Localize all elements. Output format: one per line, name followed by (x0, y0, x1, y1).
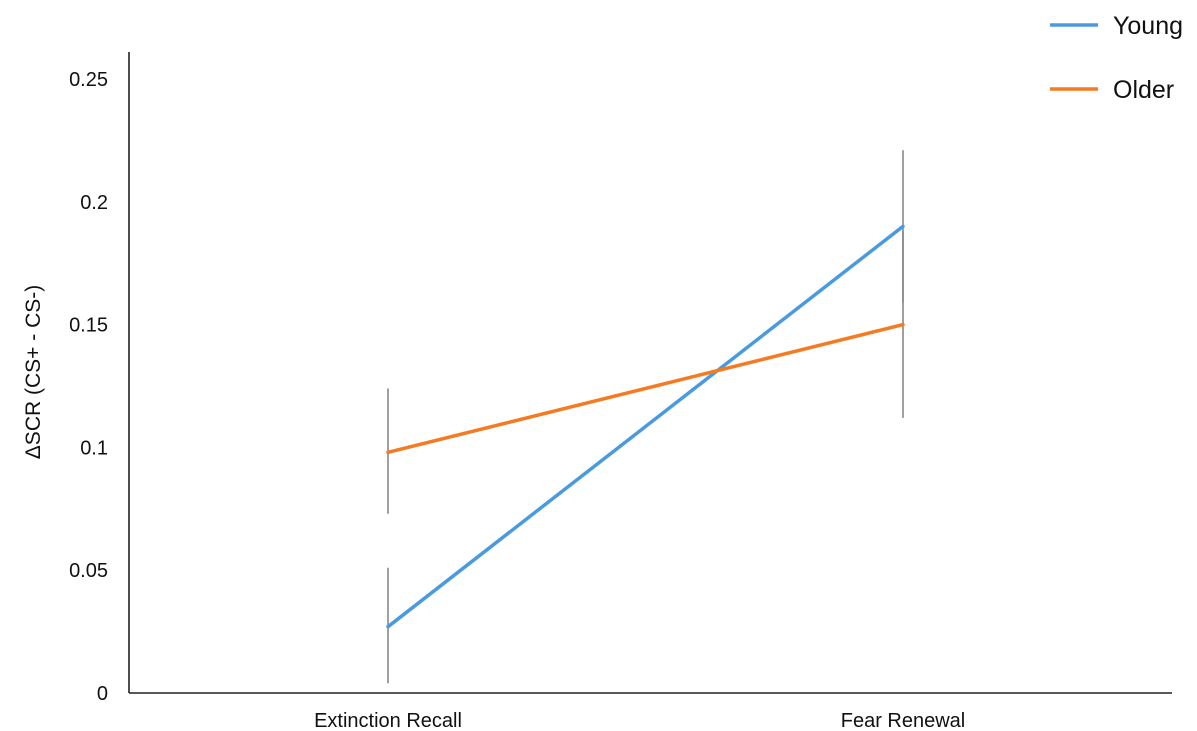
legend-label: Older (1113, 76, 1174, 104)
axes (128, 52, 1172, 694)
x-tick-label: Fear Renewal (841, 710, 966, 731)
legend: Young Older (1050, 12, 1183, 104)
x-tick-labels: Extinction Recall Fear Renewal (314, 710, 965, 731)
y-tick-label: 0.1 (80, 437, 108, 459)
y-tick-label: 0.05 (69, 560, 108, 582)
y-axis-title: ΔSCR (CS+ - CS-) (22, 285, 45, 459)
x-tick-label: Extinction Recall (314, 710, 462, 731)
y-tick-label: 0 (97, 683, 108, 705)
error-bars (387, 150, 904, 684)
series-line (386, 224, 905, 629)
y-tick-label: 0.2 (80, 192, 108, 214)
series-line (386, 322, 905, 455)
y-tick-label: 0.15 (69, 315, 108, 337)
y-tick-label: 0.25 (69, 69, 108, 91)
y-tick-labels: 0 0.05 0.1 0.15 0.2 0.25 (69, 69, 108, 705)
legend-label: Young (1113, 12, 1183, 40)
series-lines (386, 224, 905, 629)
